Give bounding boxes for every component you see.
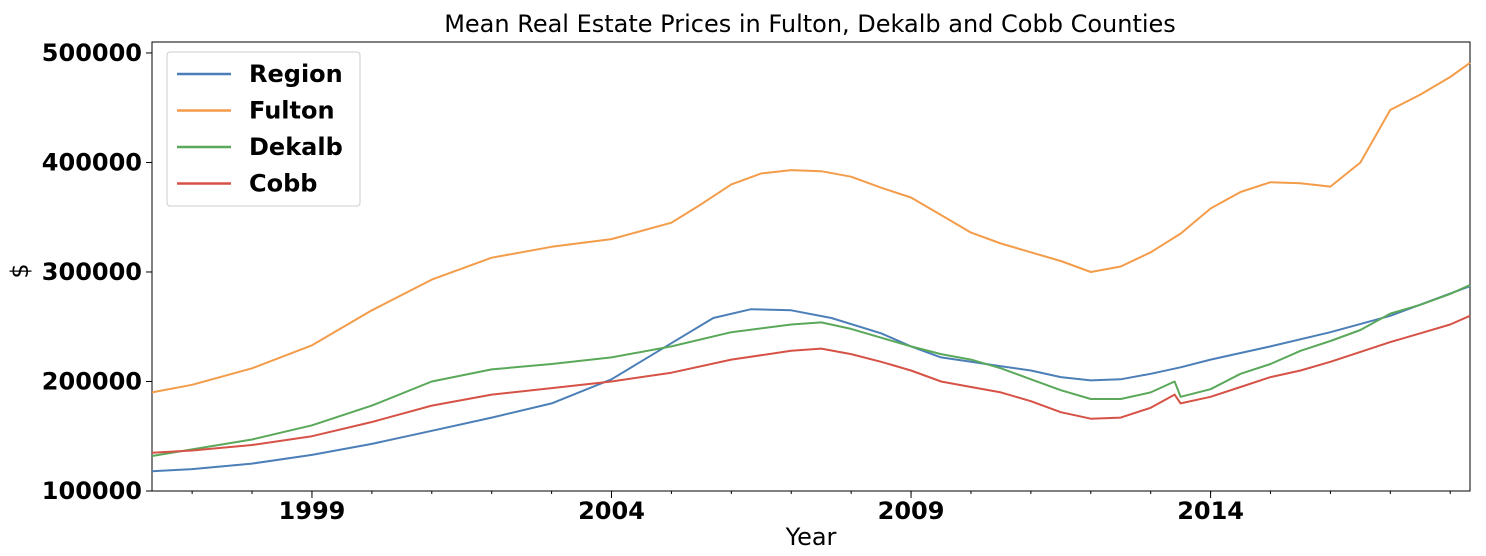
x-tick-label: 2004 [578,497,645,525]
y-axis-label: $ [6,263,34,278]
plot-frame [151,41,1471,492]
series-layer [151,61,1471,473]
x-tick-label: 2009 [878,497,945,525]
legend-label-region: Region [249,60,343,88]
y-tick-label: 100000 [42,477,142,505]
x-tick-label: 2014 [1177,497,1244,525]
series-line-region [151,285,1471,473]
legend-label-dekalb: Dekalb [249,133,343,161]
y-tick-label: 400000 [42,148,142,176]
series-line-cobb [151,314,1471,454]
x-axis-label: Year [785,523,837,551]
y-tick-label: 200000 [42,367,142,395]
chart-title: Mean Real Estate Prices in Fulton, Dekal… [444,10,1176,38]
legend-label-cobb: Cobb [249,170,317,198]
legend: Region Fulton Dekalb Cobb [166,51,361,207]
legend-box [166,51,361,207]
y-tick-label: 500000 [42,39,142,67]
y-tick-label: 300000 [42,258,142,286]
series-line-fulton [151,61,1471,394]
x-axis: 1999 2004 2009 2014 [191,491,1451,525]
series-line-dekalb [151,284,1471,457]
y-axis: 100000 200000 300000 400000 500000 [42,39,152,505]
legend-label-fulton: Fulton [249,97,335,125]
x-tick-label: 1999 [279,497,346,525]
